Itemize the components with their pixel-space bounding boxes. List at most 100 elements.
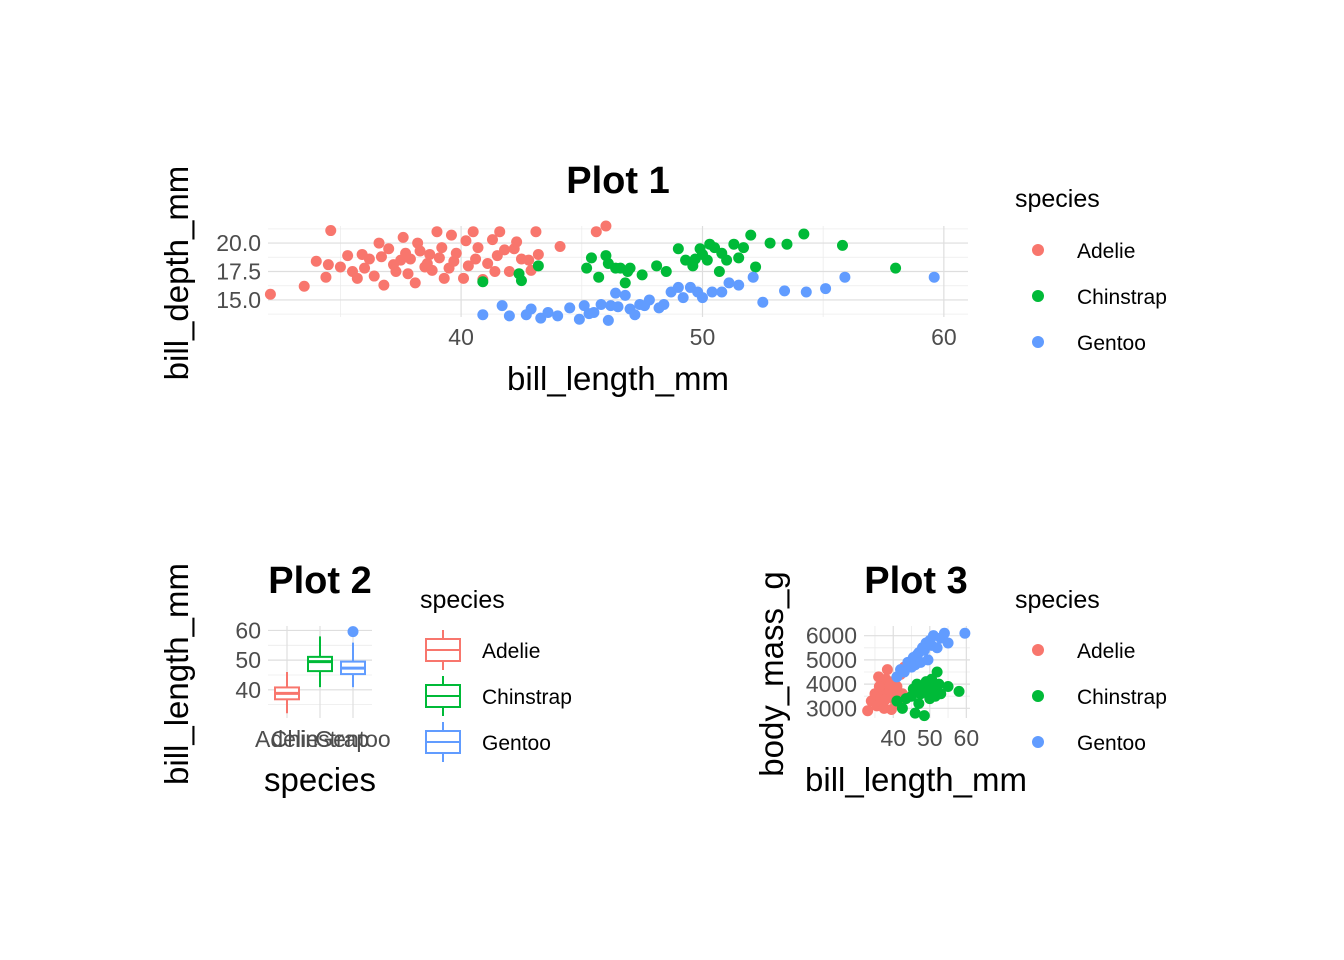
p1-point-chinstrap [532, 260, 544, 272]
p3-legend-key-adelie [1032, 644, 1044, 656]
p3-point-gentoo [931, 642, 943, 654]
p1-point-gentoo [564, 302, 576, 314]
plot-1-points [264, 220, 940, 326]
p1-point-chinstrap [660, 266, 672, 277]
p1-point-gentoo [779, 285, 791, 297]
p1-point-adelie [511, 236, 523, 248]
p2-x-tick-label: Chinstrap [271, 726, 369, 752]
p3-point-chinstrap [913, 697, 925, 709]
plot-3-points [862, 627, 971, 722]
p3-point-chinstrap [942, 681, 954, 693]
p3-y-tick-label: 4000 [806, 671, 857, 697]
p1-point-gentoo [928, 271, 940, 283]
p2-box-chinstrap-iqr [307, 655, 333, 673]
p1-x-tick-label: 60 [931, 324, 957, 350]
plot-1-tick-labels: 40 50 60 15.017.5 20.0 [216, 230, 956, 350]
p1-point-gentoo [733, 279, 745, 291]
p3-point-chinstrap [918, 710, 930, 722]
p1-point-chinstrap [477, 276, 489, 288]
p1-point-adelie [397, 231, 409, 243]
p1-point-adelie [445, 229, 457, 241]
p1-point-gentoo [496, 300, 508, 312]
p3-x-tick-label: 50 [917, 725, 943, 751]
p1-x-tick-label: 40 [448, 324, 474, 350]
p1-point-adelie [467, 226, 479, 238]
p1-point-gentoo [723, 277, 735, 289]
p3-point-adelie [881, 664, 893, 676]
p3-point-chinstrap [935, 688, 947, 700]
p1-legend-key-chinstrap [1032, 290, 1044, 302]
p1-point-chinstrap [581, 262, 593, 274]
p3-point-gentoo [938, 627, 950, 639]
p3-point-adelie [879, 694, 891, 706]
p1-point-adelie [264, 288, 276, 300]
p1-point-adelie [414, 245, 426, 257]
p1-point-adelie [486, 234, 498, 246]
p1-point-gentoo [588, 306, 600, 318]
p3-legend-label-chinstrap: Chinstrap [1077, 686, 1167, 709]
p1-point-gentoo [706, 286, 718, 298]
p1-point-chinstrap [651, 260, 663, 272]
p1-point-gentoo [525, 303, 537, 315]
p1-point-adelie [532, 248, 544, 260]
p3-point-adelie [862, 705, 874, 717]
p1-point-gentoo [612, 301, 624, 313]
p1-point-adelie [390, 266, 402, 277]
p1-point-adelie [470, 253, 482, 265]
p1-point-adelie [368, 270, 380, 282]
p1-point-gentoo [629, 309, 641, 321]
p1-point-adelie [590, 226, 602, 238]
p1-point-adelie [325, 225, 337, 237]
p3-x-tick-label: 40 [880, 725, 906, 751]
p1-point-adelie [426, 264, 438, 276]
p1-point-adelie [489, 266, 501, 277]
p3-x-tick-label: 60 [954, 725, 980, 751]
p1-point-gentoo [619, 289, 631, 301]
p3-point-chinstrap [896, 702, 908, 714]
p1-point-adelie [424, 248, 436, 260]
p1-legend-key-gentoo [1032, 336, 1044, 348]
p1-point-adelie [351, 272, 363, 284]
p1-point-adelie [409, 277, 421, 289]
p1-point-gentoo [610, 287, 622, 299]
p1-point-gentoo [602, 314, 614, 326]
p3-y-tick-label: 6000 [806, 623, 857, 649]
p1-point-gentoo [477, 309, 489, 321]
plot-2-x-axis-title: species [264, 761, 376, 798]
p2-y-tick-label: 60 [235, 617, 261, 643]
p3-point-gentoo [959, 627, 971, 639]
p1-point-adelie [310, 255, 322, 267]
p3-point-adelie [890, 685, 902, 697]
p1-point-chinstrap [750, 261, 762, 273]
p1-point-adelie [431, 226, 443, 238]
p1-y-tick-label: 20.0 [216, 230, 261, 256]
p3-point-chinstrap [931, 666, 943, 678]
p1-point-adelie [433, 252, 445, 264]
p1-point-adelie [523, 254, 535, 266]
p1-point-chinstrap [764, 237, 776, 249]
p1-point-adelie [334, 261, 346, 273]
p3-legend-key-chinstrap [1032, 690, 1044, 702]
p2-x-tick-label: Gentoo [315, 726, 390, 752]
p1-point-chinstrap [624, 262, 636, 274]
p1-point-adelie [322, 259, 334, 271]
p1-y-tick-label: 17.5 [216, 259, 261, 285]
p1-point-adelie [378, 279, 390, 291]
p2-y-tick-label: 40 [235, 677, 261, 703]
p1-point-adelie [462, 260, 474, 272]
p1-point-adelie [359, 262, 371, 274]
p1-point-chinstrap [593, 271, 605, 283]
p1-point-chinstrap [619, 277, 631, 289]
p1-point-gentoo [643, 294, 655, 306]
p3-y-tick-label: 3000 [806, 695, 857, 721]
p1-point-gentoo [573, 313, 585, 325]
p1-point-adelie [460, 235, 472, 247]
p1-legend-label-gentoo: Gentoo [1077, 332, 1146, 355]
p3-legend-key-gentoo [1032, 736, 1044, 748]
plot-3-y-axis-title: body_mass_g [753, 571, 790, 776]
p1-point-adelie [373, 237, 385, 249]
plot-2-legend: species Adelie Chinstrap Gentoo [420, 586, 572, 762]
